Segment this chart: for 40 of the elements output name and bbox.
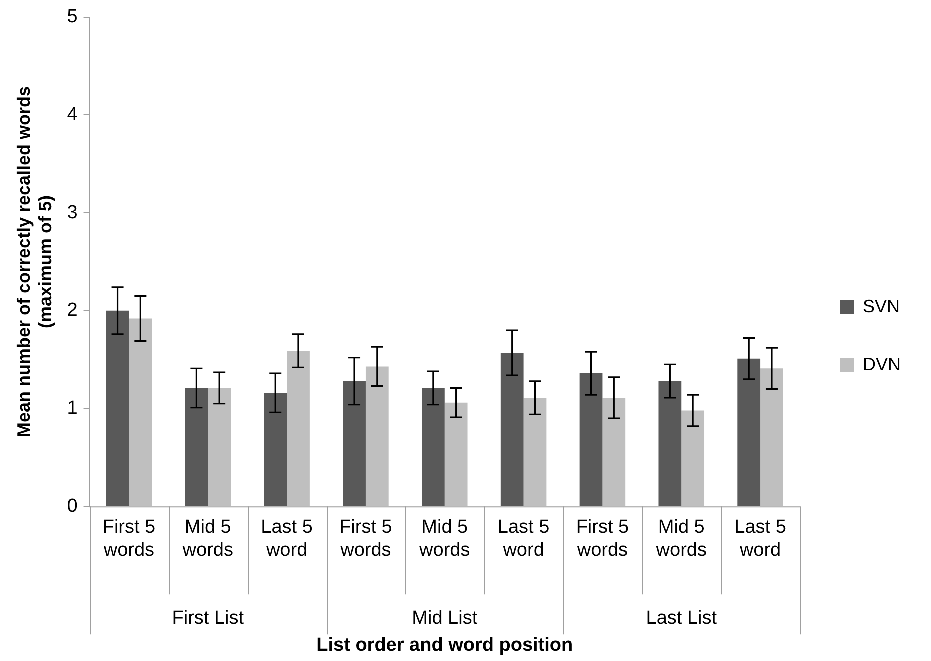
x-tick-label: Mid 5 words — [418, 517, 470, 562]
y-tick-label: 2 — [67, 300, 78, 322]
x-tick-label: First 5 words — [340, 517, 392, 562]
bar — [738, 358, 761, 506]
x-tick-label: Last 5 word — [498, 517, 550, 562]
bar — [366, 366, 389, 506]
x-axis-title: List order and word position — [316, 634, 574, 656]
bar — [444, 402, 468, 506]
bar — [422, 388, 445, 506]
x-tick-label: Last 5 word — [734, 517, 786, 562]
text: Last List — [646, 608, 718, 629]
x-tick-label: First 5 words — [102, 517, 156, 562]
x-tick-label: First 5 words — [576, 517, 630, 562]
bar — [658, 381, 682, 506]
bar — [602, 398, 626, 506]
legend-label: DVN — [862, 354, 902, 374]
bar — [129, 318, 152, 506]
x-tick-label: Last 5 word — [261, 517, 313, 562]
text: First List — [172, 608, 245, 629]
bar — [580, 374, 603, 506]
bar — [208, 388, 232, 506]
bar — [343, 381, 366, 506]
y-tick-label: 5 — [67, 6, 78, 28]
bar — [760, 368, 784, 506]
bar — [264, 393, 288, 506]
y-tick-label: 4 — [67, 104, 78, 126]
legend-label: SVN — [862, 296, 900, 316]
y-axis-title: Mean number of correctly recalled words (maximum of 5) — [14, 86, 56, 438]
y-tick-label: 3 — [67, 202, 78, 224]
bar — [682, 410, 705, 506]
bar — [106, 310, 130, 506]
y-tick-label: 0 — [67, 496, 78, 517]
bar — [185, 388, 208, 506]
text: Mid List — [412, 608, 478, 629]
y-tick-label: 1 — [67, 398, 78, 419]
x-tick-label: Mid 5 words — [182, 517, 234, 562]
x-tick-label: Mid 5 words — [655, 517, 707, 562]
bar — [287, 351, 310, 506]
bar — [500, 352, 524, 506]
bar — [524, 398, 547, 506]
